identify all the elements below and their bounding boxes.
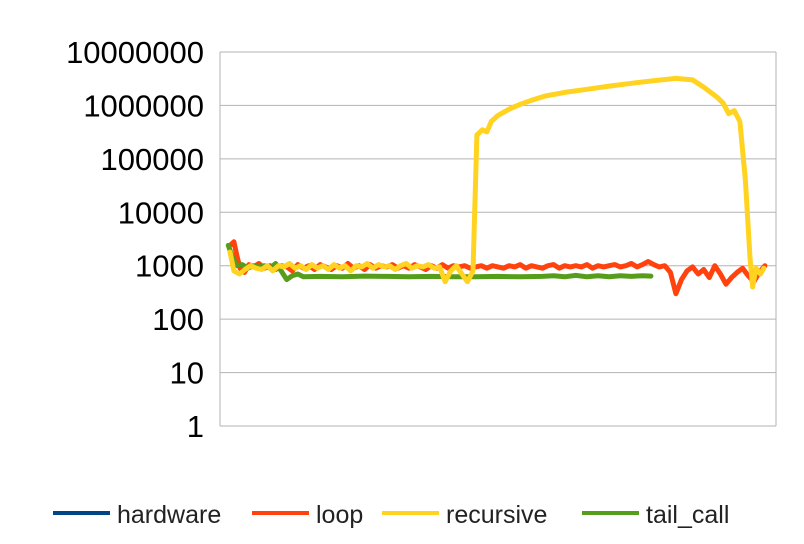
y-tick-label-10: 10 (170, 356, 204, 391)
y-tick-label-10000000: 10000000 (66, 35, 204, 70)
legend-label-hardware: hardware (117, 501, 221, 529)
y-tick-label-1: 1 (187, 409, 204, 444)
legend-label-loop: loop (316, 501, 363, 529)
y-tick-label-100000: 100000 (101, 142, 204, 177)
y-tick-label-1000: 1000 (135, 249, 204, 284)
y-axis: 1 10 100 1000 10000 100000 1000000 10000000 (66, 35, 204, 444)
y-tick-label-10000: 10000 (118, 195, 204, 230)
series-line-recursive (227, 75, 767, 290)
legend-label-tail_call: tail_call (646, 501, 729, 529)
y-tick-label-100: 100 (152, 302, 204, 337)
legend-label-recursive: recursive (446, 501, 547, 529)
plot-series (225, 75, 768, 297)
legend: hardware loop recursive tail_call (53, 501, 729, 529)
gridlines (219, 51, 777, 427)
y-tick-label-1000000: 1000000 (83, 88, 204, 123)
